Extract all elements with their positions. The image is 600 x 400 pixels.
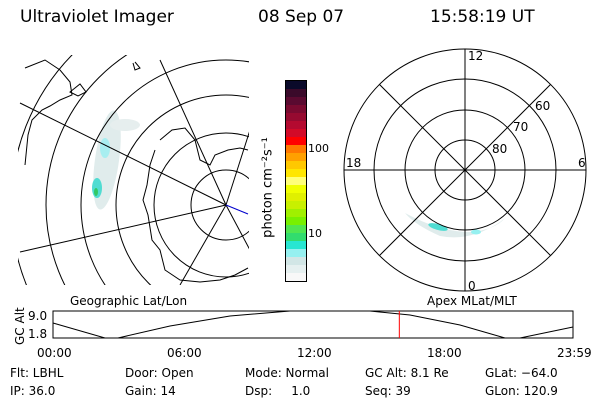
colorbar-swatch (286, 209, 306, 217)
instrument-title: Ultraviolet Imager (20, 7, 174, 27)
colorbar-tick-100: 100 (308, 142, 329, 155)
colorbar-swatch (286, 145, 306, 153)
colorbar-swatch (286, 105, 306, 113)
date-label: 08 Sep 07 (258, 7, 345, 27)
gc-alt-info: GC Alt: 8.1 Re (365, 366, 449, 380)
mode-info: Mode: Normal (245, 366, 329, 380)
colorbar-tick-10: 10 (308, 227, 322, 240)
colorbar-swatch (286, 193, 306, 201)
gain-info: Gain: 14 (125, 384, 176, 398)
colorbar-swatch (286, 177, 306, 185)
antarctica-coastline (142, 127, 249, 283)
seq-info: Seq: 39 (365, 384, 411, 398)
colorbar-swatch (286, 225, 306, 233)
colorbar-swatch (286, 121, 306, 129)
south-america-coastline (24, 59, 141, 166)
dsp-info: Dsp: 1.0 (245, 384, 311, 398)
colorbar-swatch (286, 137, 306, 145)
colorbar-swatch (286, 81, 306, 89)
colorbar-swatch (286, 169, 306, 177)
ip-info: IP: 36.0 (10, 384, 56, 398)
colorbar-swatch (286, 201, 306, 209)
colorbar-swatch (286, 161, 306, 169)
door-info: Door: Open (125, 366, 194, 380)
colorbar-swatch (286, 113, 306, 121)
filter-info: Flt: LBHL (10, 366, 64, 380)
colorbar-swatch (286, 265, 306, 273)
colorbar-swatch (286, 233, 306, 241)
colorbar-swatch (286, 97, 306, 105)
colorbar-swatch (286, 217, 306, 225)
colorbar-swatch (286, 89, 306, 97)
aurora-oval-geo (92, 110, 140, 210)
colorbar-swatch (286, 153, 306, 161)
time-label: 15:58:19 UT (430, 7, 535, 27)
glat-info: GLat: −64.0 (485, 366, 558, 380)
glon-info: GLon: 120.9 (485, 384, 558, 398)
colorbar-swatch (286, 241, 306, 249)
colorbar-swatch (286, 185, 306, 193)
colorbar-swatch (286, 129, 306, 137)
colorbar-swatch (286, 273, 306, 281)
colorbar (285, 80, 307, 282)
colorbar-swatch (286, 249, 306, 257)
colorbar-unit-label: photon cm⁻²s⁻¹ (260, 137, 276, 238)
geographic-label: Geographic Lat/Lon (70, 294, 187, 308)
colorbar-swatch (286, 257, 306, 265)
